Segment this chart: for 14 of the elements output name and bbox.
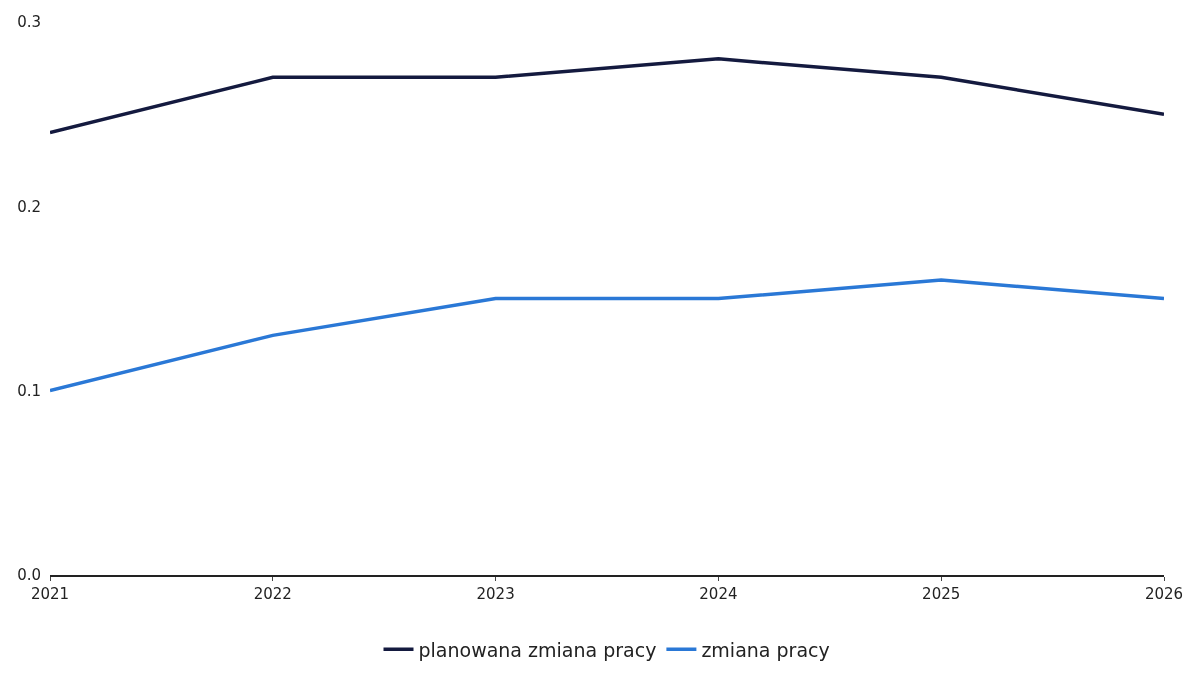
x-tick-label: 2021 [30, 584, 70, 603]
y-tick-label: 0.0 [17, 566, 41, 585]
y-tick-label: 0.1 [17, 381, 41, 400]
x-tick-label: 2022 [253, 584, 292, 603]
x-tick-label: 2023 [476, 584, 515, 603]
x-tick-label: 2024 [699, 584, 738, 603]
x-tick-label: 2026 [1144, 584, 1184, 603]
legend-label: planowana zmiana pracy [418, 638, 657, 661]
y-tick-label: 0.2 [17, 197, 41, 216]
x-tick-label: 2025 [922, 584, 961, 603]
legend-label: zmiana pracy [701, 638, 830, 661]
line-series [50, 57, 1164, 135]
y-tick-label: 0.3 [17, 13, 41, 32]
line-series [50, 278, 1164, 393]
